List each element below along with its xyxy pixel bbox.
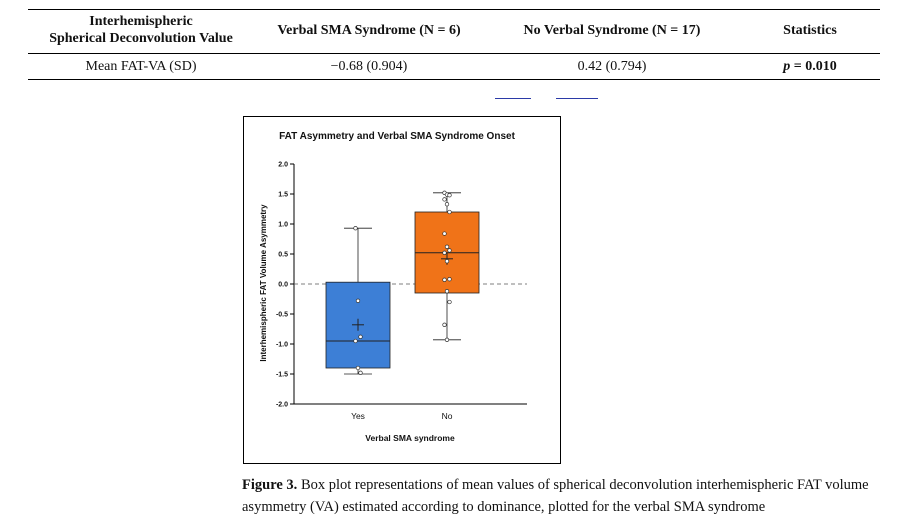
chart-x-axis-label: Verbal SMA syndrome [365, 433, 455, 443]
row-verbal-value: −0.68 (0.904) [330, 59, 408, 74]
p-symbol: p [783, 59, 791, 74]
data-point-yes [353, 226, 358, 231]
data-point-yes [355, 365, 361, 371]
y-tick-label: -1.0 [276, 342, 288, 349]
figure-box-plot: FAT Asymmetry and Verbal SMA Syndrome On… [243, 116, 561, 464]
data-point-no [442, 250, 447, 255]
chart-title: FAT Asymmetry and Verbal SMA Syndrome On… [279, 131, 515, 142]
p-value-text: = 0.010 [790, 59, 837, 74]
box-plot-chart: FAT Asymmetry and Verbal SMA Syndrome On… [259, 131, 527, 443]
data-point-yes [358, 334, 363, 339]
data-point-no [447, 299, 452, 305]
header-interhemispheric: Interhemispheric Spherical Deconvolution… [28, 13, 254, 47]
row-p-value: p = 0.010 [740, 58, 880, 75]
y-tick-label: 0.5 [278, 252, 288, 259]
data-point-no [447, 277, 452, 282]
y-tick-label: 2.0 [278, 162, 288, 169]
figure-caption: Figure 3. Box plot representations of me… [242, 474, 892, 518]
header-statistics: Statistics [783, 23, 837, 38]
row-no-verbal-value: 0.42 (0.794) [577, 59, 647, 74]
data-point-no [444, 337, 450, 342]
data-point-no [442, 277, 447, 282]
data-point-no [447, 193, 452, 198]
header-verbal-sma: Verbal SMA Syndrome (N = 6) [277, 23, 461, 38]
data-point-no [442, 322, 447, 327]
row-label: Mean FAT-VA (SD) [85, 59, 197, 74]
y-tick-label: -1.5 [276, 372, 288, 379]
link-underline-2[interactable] [556, 98, 598, 99]
data-point-no [442, 197, 447, 202]
x-tick-label-no: No [442, 411, 453, 421]
table-bottom-rule [28, 79, 880, 80]
caption-text: Box plot representations of mean values … [242, 477, 869, 515]
data-point-yes [353, 338, 358, 344]
link-underline-1[interactable] [495, 98, 531, 99]
data-point-no [442, 231, 447, 236]
data-point-no [447, 248, 452, 253]
caption-label: Figure 3. [242, 477, 298, 493]
chart-y-axis-label: Interhemispheric FAT Volume Asymmetry [259, 204, 268, 362]
table-top-rule [28, 9, 880, 10]
data-point-no [444, 202, 450, 207]
data-point-no [444, 244, 450, 249]
header-col1-line1: Interhemispheric [89, 14, 193, 29]
y-tick-label: -0.5 [276, 312, 288, 319]
header-no-verbal: No Verbal Syndrome (N = 17) [523, 23, 701, 38]
data-point-yes [358, 370, 363, 375]
y-tick-label: -2.0 [276, 402, 288, 409]
y-tick-label: 1.5 [278, 192, 288, 199]
y-tick-label: 1.0 [278, 222, 288, 229]
data-point-yes [355, 298, 361, 303]
table-header-rule [28, 53, 880, 54]
header-col1-line2: Spherical Deconvolution Value [49, 31, 233, 46]
x-tick-label-yes: Yes [351, 411, 365, 421]
y-tick-label: 0.0 [278, 282, 288, 289]
data-point-no [444, 259, 450, 264]
data-point-no [444, 289, 450, 294]
data-point-no [447, 209, 452, 215]
